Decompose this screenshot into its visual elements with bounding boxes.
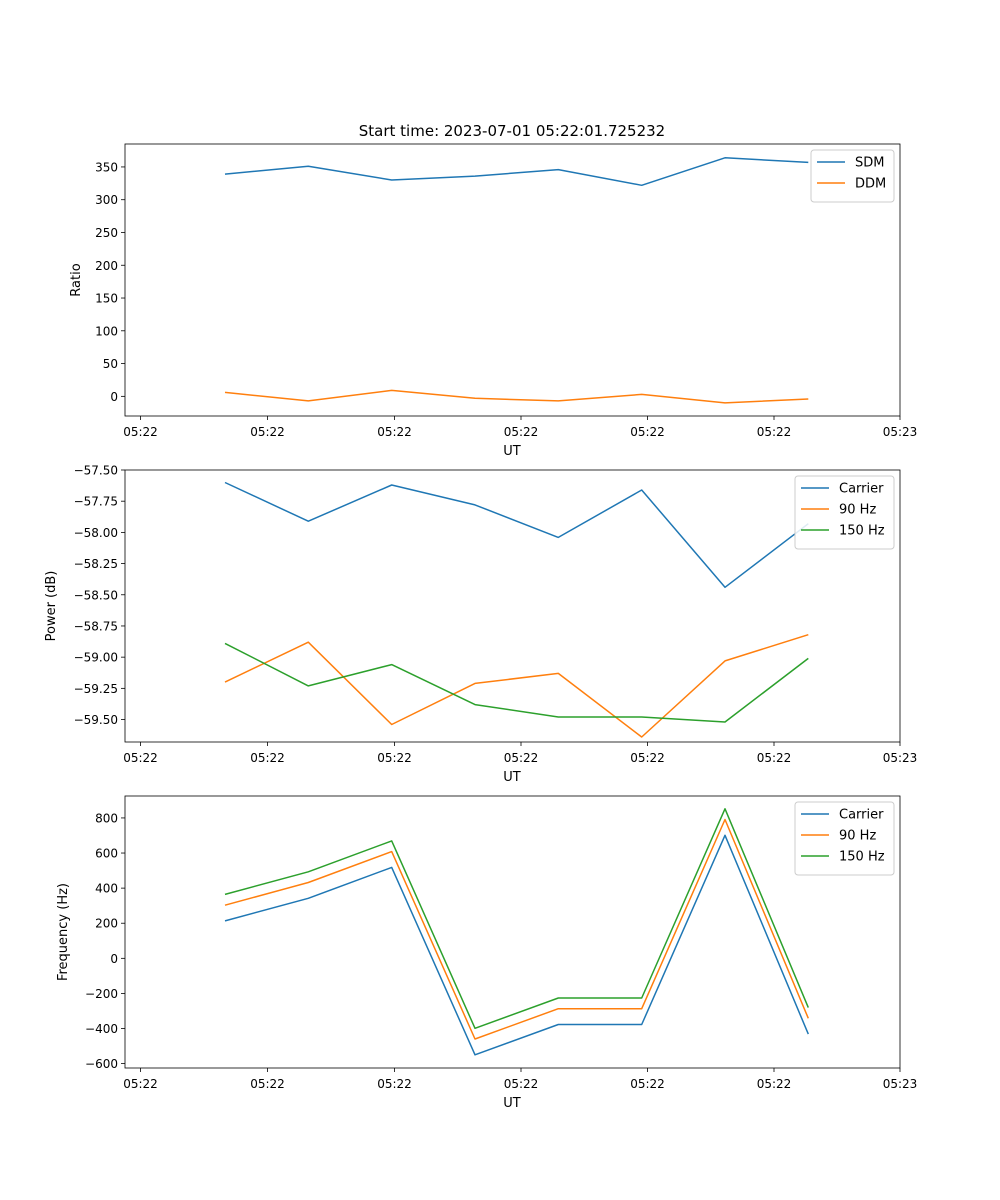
x-tick-label: 05:22	[123, 751, 158, 765]
y-tick-label: 0	[110, 952, 118, 966]
y-tick-label: 800	[95, 811, 118, 825]
x-tick-label: 05:22	[504, 1077, 539, 1091]
x-tick-label: 05:22	[757, 1077, 792, 1091]
y-tick-label: 200	[95, 917, 118, 931]
y-tick-label: −58.75	[74, 619, 118, 633]
x-tick-label: 05:22	[630, 751, 665, 765]
series-line-sdm	[224, 157, 809, 187]
x-tick-label: 05:23	[883, 1077, 918, 1091]
chart-panel-1: 05:22 05:22 05:22 05:22 05:22 05:22 05:23 0 50 10…	[69, 143, 918, 459]
x-tick-label: 05:22	[250, 1077, 285, 1091]
y-tick-label: 350	[95, 160, 118, 174]
legend: Carrier 90 Hz 150 Hz	[794, 801, 895, 876]
legend: SDM DDM	[810, 149, 895, 203]
series-line-carrier	[224, 481, 809, 589]
plot-frame	[124, 469, 901, 743]
legend-label: Carrier	[839, 808, 884, 823]
x-tick-label: 05:22	[630, 1077, 665, 1091]
y-tick-label: 300	[95, 193, 118, 207]
y-axis-label: Power (dB)	[44, 571, 59, 642]
x-tick-label: 05:22	[377, 1077, 412, 1091]
legend-label: 150 Hz	[839, 850, 885, 865]
legend-label: Carrier	[839, 482, 884, 497]
legend-label: DDM	[855, 177, 886, 192]
legend-label: SDM	[855, 156, 884, 171]
series-line-150-hz	[224, 808, 809, 1030]
y-tick-label: −57.50	[74, 464, 118, 478]
x-tick-label: 05:22	[757, 751, 792, 765]
series-line-90-hz	[224, 818, 809, 1040]
charts-container: 05:22 05:22 05:22 05:22 05:22 05:22 05:23 0 50 10…	[44, 143, 918, 1111]
y-tick-label: −59.00	[74, 651, 118, 665]
legend-label: 150 Hz	[839, 524, 885, 539]
plot-frame	[124, 795, 901, 1069]
y-tick-label: 200	[95, 259, 118, 273]
plot-frame	[124, 143, 901, 417]
x-tick-label: 05:22	[504, 425, 539, 439]
y-tick-label: −59.50	[74, 713, 118, 727]
y-tick-label: 600	[95, 847, 118, 861]
x-tick-label: 05:23	[883, 751, 918, 765]
legend-label: 90 Hz	[839, 829, 876, 844]
y-tick-label: 100	[95, 324, 118, 338]
y-tick-label: −58.25	[74, 557, 118, 571]
y-tick-label: 0	[110, 390, 118, 404]
y-tick-label: −57.75	[74, 495, 118, 509]
x-tick-label: 05:22	[250, 751, 285, 765]
series-line-ddm	[224, 389, 809, 404]
legend-label: 90 Hz	[839, 503, 876, 518]
y-axis-label: Frequency (Hz)	[56, 883, 71, 981]
y-tick-label: −59.25	[74, 682, 118, 696]
x-axis-label: UT	[503, 1096, 521, 1111]
figure-title: Start time: 2023-07-01 05:22:01.725232	[359, 122, 665, 140]
y-tick-label: −58.50	[74, 588, 118, 602]
chart-panel-2: 05:22 05:22 05:22 05:22 05:22 05:22 05:23 −57.5…	[44, 464, 917, 786]
series-line-150-hz	[224, 642, 809, 723]
x-axis-label: UT	[503, 444, 521, 459]
y-axis-label: Ratio	[69, 263, 84, 296]
y-tick-label: −600	[85, 1057, 118, 1071]
series-line-carrier	[224, 834, 809, 1056]
x-tick-label: 05:22	[757, 425, 792, 439]
x-tick-label: 05:23	[883, 425, 918, 439]
y-tick-label: 50	[103, 357, 118, 371]
series-line-90-hz	[224, 633, 809, 738]
y-tick-label: −400	[85, 1022, 118, 1036]
x-tick-label: 05:22	[123, 1077, 158, 1091]
x-tick-label: 05:22	[630, 425, 665, 439]
y-tick-label: 250	[95, 226, 118, 240]
y-tick-label: −58.00	[74, 526, 118, 540]
y-tick-label: 400	[95, 882, 118, 896]
legend: Carrier 90 Hz 150 Hz	[794, 475, 895, 550]
y-tick-label: 150	[95, 292, 118, 306]
x-tick-label: 05:22	[377, 425, 412, 439]
x-tick-label: 05:22	[250, 425, 285, 439]
y-tick-label: −200	[85, 987, 118, 1001]
legend-box	[810, 149, 895, 203]
chart-panel-3: 05:22 05:22 05:22 05:22 05:22 05:22 05:23 −600 −…	[56, 795, 918, 1111]
x-tick-label: 05:22	[123, 425, 158, 439]
x-axis-label: UT	[503, 770, 521, 785]
x-tick-label: 05:22	[377, 751, 412, 765]
x-tick-label: 05:22	[504, 751, 539, 765]
